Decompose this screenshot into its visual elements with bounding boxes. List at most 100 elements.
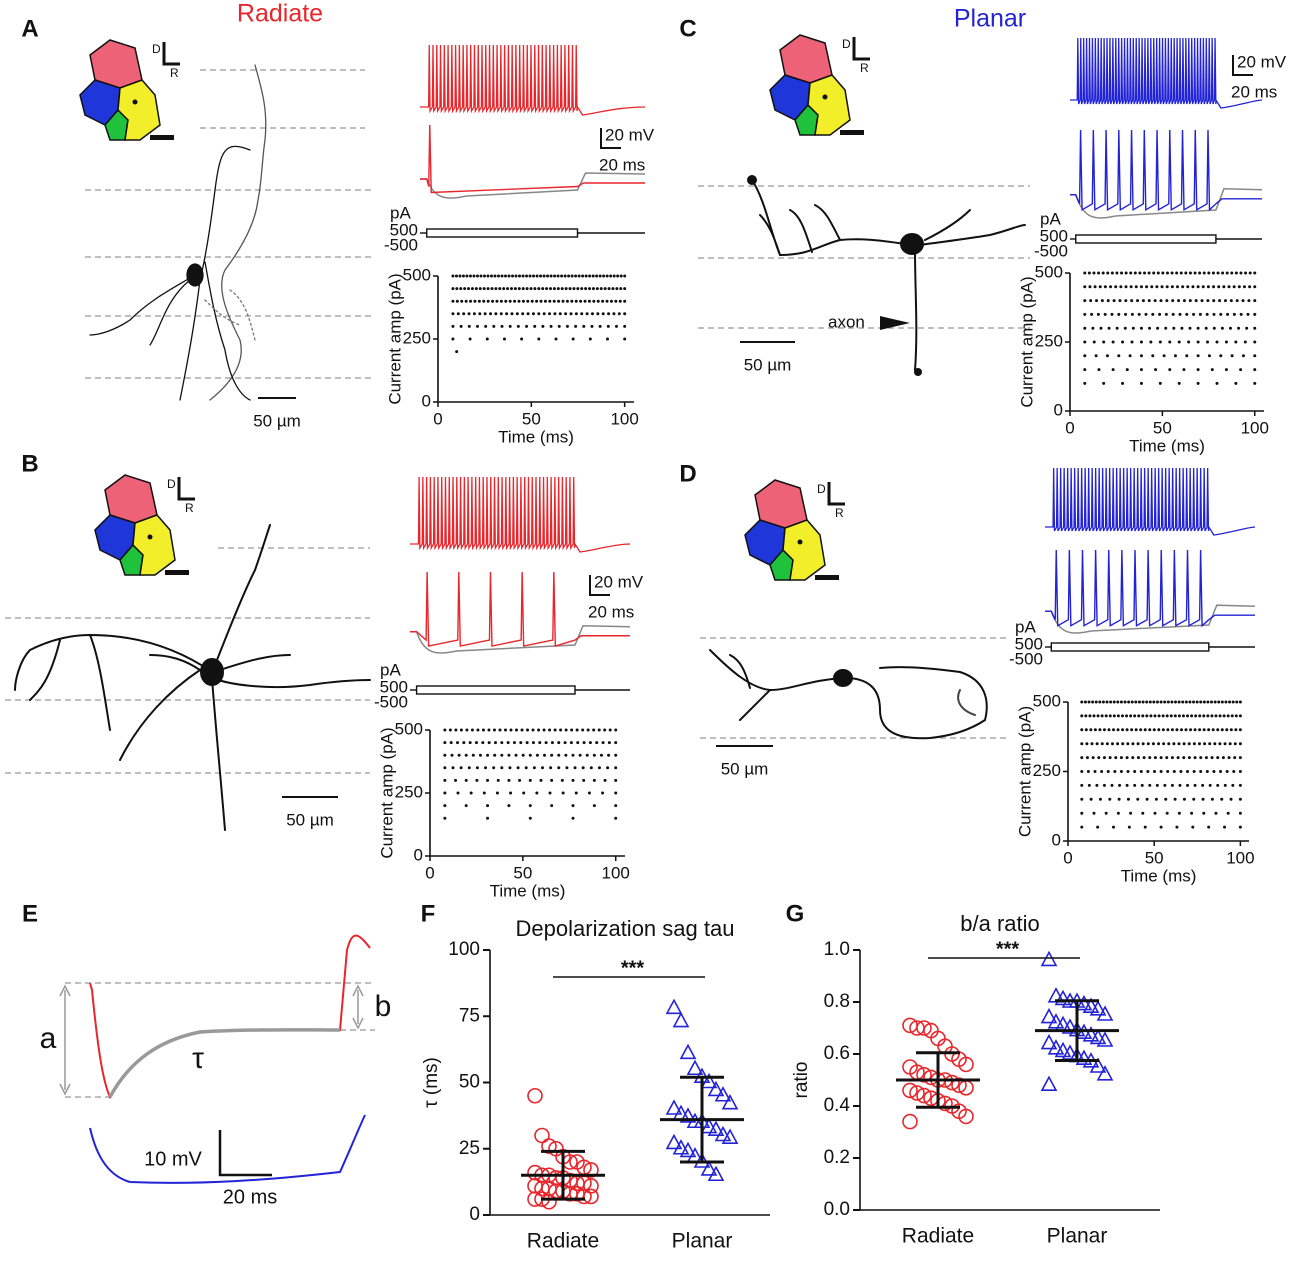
spike-dot [1216,783,1220,787]
point [721,1094,739,1110]
spike-dot [455,299,459,303]
y-tick-label: 0 [414,845,423,864]
spike-dot [478,287,482,291]
spike-dot [515,728,519,732]
spike-dot [598,324,602,328]
spike-dot [588,741,592,745]
spike-dot [1105,700,1109,704]
spike-dot [1140,783,1144,787]
spike-dot [557,741,561,745]
spike-dot [601,312,605,316]
spike-dot [606,766,610,770]
spike-dot [571,804,575,808]
sd-bar [1055,999,1099,1062]
x-tick-label: Planar [672,1230,733,1253]
spike-dot [526,299,530,303]
spike-dot [574,312,578,316]
spike-dot [607,287,611,291]
spike-dot [1207,354,1211,358]
spike-dot [495,299,499,303]
spike-dot [456,741,460,745]
spike-dot [1248,271,1252,275]
spike-dot [1125,728,1129,732]
spike-dot [508,766,512,770]
spike-dot [557,324,561,328]
spike-dot [472,274,476,278]
spike-dot [1141,714,1145,718]
spike-dot [443,741,447,745]
spike-dot [1233,756,1237,760]
spike-dot [623,274,627,278]
spike-dot [471,753,475,757]
spike-dot [1173,354,1177,358]
spike-row [443,804,618,808]
spike-dot [556,274,560,278]
spike-dot [591,274,595,278]
spike-dot [1202,728,1206,732]
spike-dot [467,324,471,328]
scale-mv: 20 mV [605,125,655,144]
spike-dot [1253,354,1257,358]
spike-dot [601,741,605,745]
spike-dot [537,337,541,341]
spike-dot [518,274,522,278]
spike-dot [1097,756,1101,760]
spike-dot [484,324,488,328]
spike-dot [486,287,490,291]
spike-dot [503,728,507,732]
spike-row [1080,700,1242,704]
spike-dot [546,274,550,278]
orient-r: R [170,66,179,80]
hyperpol-trace [410,624,631,654]
spike-dot [581,766,585,770]
spike-dot [603,287,607,291]
point [672,1139,690,1155]
spike-dot [526,728,530,732]
spike-dot [605,274,609,278]
point [1082,1026,1100,1042]
y-tick-label: 0.8 [824,991,850,1012]
spike-dot [1127,700,1131,704]
spike-dot [1175,271,1179,275]
spike-dot [560,287,564,291]
spike-dot [531,741,535,745]
spike-dot [1083,354,1087,358]
spike-dot [539,299,543,303]
spike-dot [595,287,599,291]
spike-dot [574,274,578,278]
spike-dot [1136,299,1140,303]
spike-dot [1141,742,1145,746]
spike-dot [1173,714,1177,718]
y-tick-label: 0 [469,1204,480,1225]
spike-dot [618,299,622,303]
spike-dot [1080,700,1084,704]
spike-dot [1129,811,1133,815]
spike-dot [596,299,600,303]
spike-dot [564,312,568,316]
scale-mv: 10 mV [144,1148,202,1170]
spike-dot [1196,354,1200,358]
spike-dot [454,728,458,732]
spike-dot [1238,700,1242,704]
spike-dot [592,728,596,732]
pa-label: pA [1040,209,1061,228]
brain-map [769,34,851,136]
pa-label: pA [380,660,401,679]
spike-dot [525,324,529,328]
point [958,1108,974,1125]
spike-dot [1224,700,1228,704]
step-pulse [1075,234,1217,244]
y-tick-label: 0 [1052,830,1061,849]
spike-dot [482,299,486,303]
spike-dot [451,312,455,316]
spike-dot [1125,756,1129,760]
spike-dot [608,728,612,732]
spike-dot [1220,797,1224,801]
step-pulse [415,685,576,695]
y-axis-label: τ (ms) [421,1057,442,1108]
point [700,1160,718,1176]
spike-dot [1225,770,1229,773]
spike-dot [1116,742,1120,746]
spike-dot [528,804,532,808]
spike-dot [486,816,490,820]
